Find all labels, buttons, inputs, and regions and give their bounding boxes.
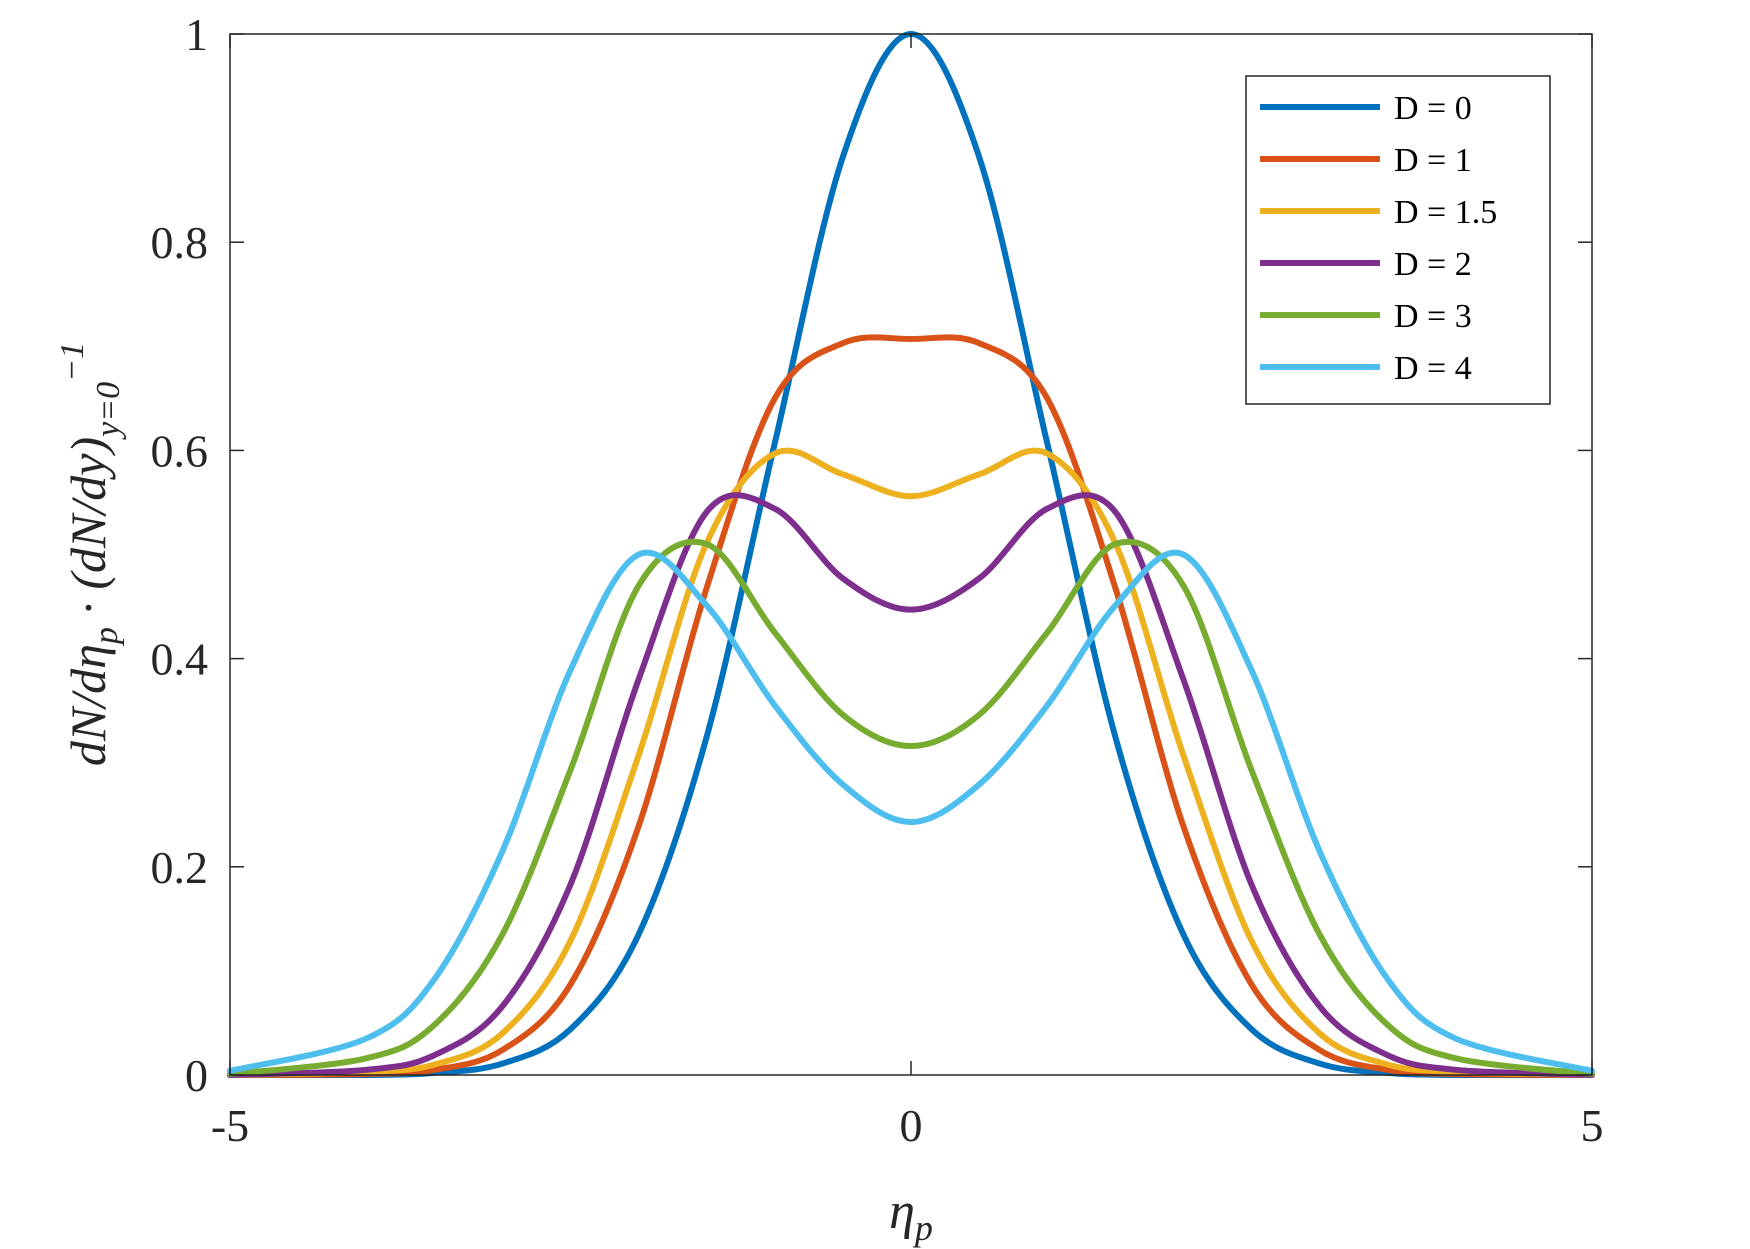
y-axis-label-sub: p	[88, 627, 125, 646]
y-axis-label-middle: · (dN/dy)	[60, 437, 116, 627]
y-axis-label-sup: −1	[54, 342, 91, 382]
legend-label: D = 0	[1394, 90, 1472, 127]
series-line-d2	[227, 492, 1595, 1078]
legend-label: D = 2	[1394, 246, 1472, 283]
legend-label: D = 1	[1394, 142, 1472, 179]
x-tick-label: 5	[1581, 1100, 1604, 1151]
y-tick-label: 0.4	[151, 634, 209, 685]
x-axis-label-base: η	[889, 1183, 915, 1240]
y-tick-label: 0.2	[151, 842, 209, 893]
series-line-d4	[227, 549, 1595, 1074]
y-tick-label: 0.8	[151, 217, 209, 268]
legend-box	[1245, 75, 1551, 405]
y-axis-label: dN/dηp · (dN/dy)y=0−1	[54, 342, 127, 766]
x-axis-label: ηp	[889, 1183, 933, 1248]
y-tick-label: 1	[185, 9, 208, 60]
legend-label: D = 3	[1394, 298, 1472, 335]
tick-layer: -5 0 500.20.40.60.81	[151, 9, 1604, 1151]
legend: D = 0 D = 1 D = 1.5 D = 2 D = 3 D = 4	[1245, 75, 1551, 405]
y-axis-label-sub2: y=0	[90, 382, 127, 440]
series-line-d1	[227, 334, 1595, 1078]
legend-label: D = 1.5	[1394, 194, 1497, 231]
y-tick-label: 0	[185, 1050, 208, 1101]
series-line-d1-5	[227, 447, 1595, 1078]
series-line-d3	[227, 538, 1595, 1077]
x-tick-label: -5	[211, 1100, 249, 1151]
y-tick-label: 0.6	[151, 425, 209, 476]
x-tick-label: 0	[900, 1100, 923, 1151]
y-axis-label-main: dN/dη	[60, 644, 116, 766]
legend-label: D = 4	[1394, 350, 1472, 387]
x-axis-label-sub: p	[912, 1208, 933, 1248]
